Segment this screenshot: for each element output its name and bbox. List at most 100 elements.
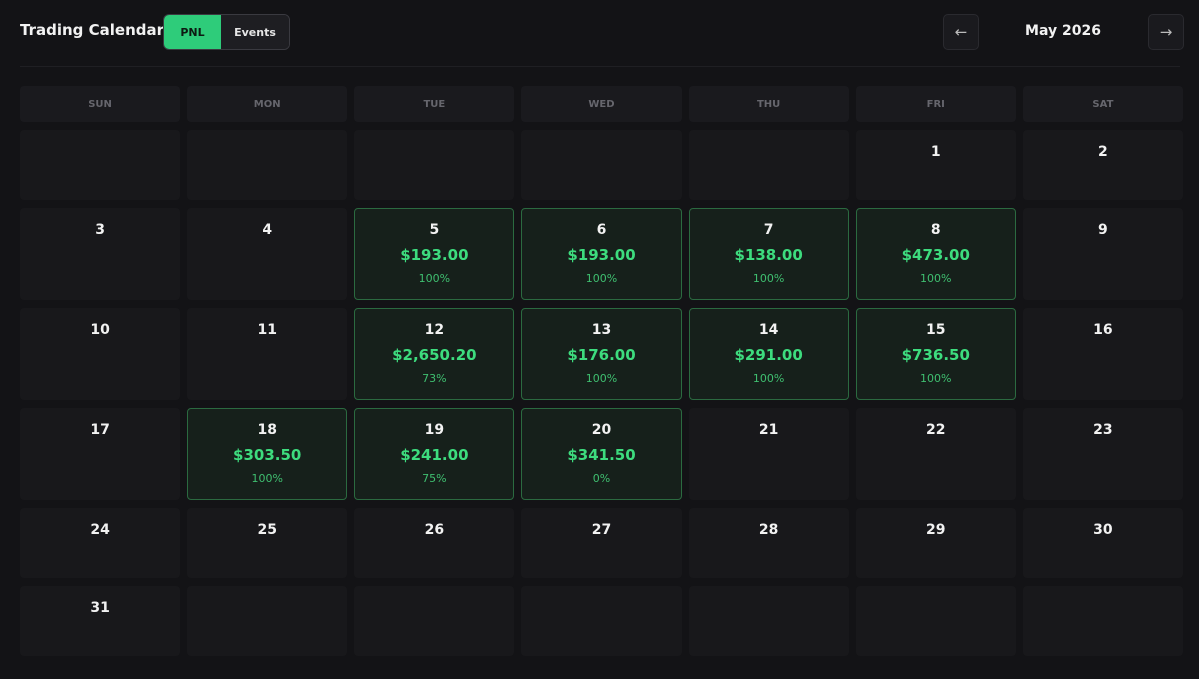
day-number: 23 bbox=[1093, 422, 1113, 438]
events-tab[interactable]: Events bbox=[221, 15, 289, 49]
day-number: 10 bbox=[90, 322, 110, 338]
day-number: 26 bbox=[424, 522, 445, 538]
day-cell[interactable]: 14 $291.00 100% bbox=[688, 308, 849, 400]
day-cell[interactable]: 18 $303.50 100% bbox=[187, 408, 348, 500]
pnl-amount: $473.00 bbox=[901, 246, 970, 264]
day-number: 2 bbox=[1098, 144, 1108, 160]
weekday-header: TUE bbox=[354, 86, 515, 122]
day-number: 9 bbox=[1098, 222, 1108, 238]
day-cell[interactable]: 5 $193.00 100% bbox=[354, 208, 515, 300]
day-number: 28 bbox=[758, 522, 779, 538]
day-number: 19 bbox=[424, 422, 445, 438]
day-number: 14 bbox=[758, 322, 779, 338]
empty-cell bbox=[1022, 586, 1183, 656]
pnl-amount: $303.50 bbox=[233, 446, 302, 464]
pnl-amount: $193.00 bbox=[400, 246, 469, 264]
day-cell[interactable]: 11 bbox=[187, 308, 348, 400]
win-rate: 100% bbox=[752, 272, 785, 285]
pnl-amount: $241.00 bbox=[400, 446, 469, 464]
day-number: 11 bbox=[257, 322, 277, 338]
day-number: 7 bbox=[763, 222, 774, 238]
empty-cell bbox=[688, 586, 849, 656]
empty-cell bbox=[20, 130, 181, 200]
weekday-header: FRI bbox=[855, 86, 1016, 122]
empty-cell bbox=[688, 130, 849, 200]
day-number: 18 bbox=[257, 422, 277, 438]
weekday-header: SAT bbox=[1022, 86, 1183, 122]
win-rate: 0% bbox=[592, 472, 611, 485]
day-number: 12 bbox=[424, 322, 445, 338]
day-number: 17 bbox=[90, 422, 110, 438]
win-rate: 75% bbox=[422, 472, 447, 485]
day-number: 30 bbox=[1093, 522, 1113, 538]
pnl-tab[interactable]: PNL bbox=[164, 15, 221, 49]
empty-cell bbox=[187, 130, 348, 200]
prev-month-button[interactable]: ← bbox=[943, 14, 979, 50]
day-number: 13 bbox=[591, 322, 612, 338]
win-rate: 100% bbox=[752, 372, 785, 385]
weekday-header: THU bbox=[688, 86, 849, 122]
day-number: 15 bbox=[926, 322, 946, 338]
day-number: 20 bbox=[591, 422, 612, 438]
day-cell[interactable]: 8 $473.00 100% bbox=[855, 208, 1016, 300]
day-cell[interactable]: 23 bbox=[1022, 408, 1183, 500]
view-tabs: PNL Events bbox=[163, 14, 290, 50]
day-cell[interactable]: 29 bbox=[855, 508, 1016, 578]
pnl-amount: $176.00 bbox=[567, 346, 636, 364]
day-cell[interactable]: 30 bbox=[1022, 508, 1183, 578]
day-cell[interactable]: 2 bbox=[1022, 130, 1183, 200]
day-cell[interactable]: 28 bbox=[688, 508, 849, 578]
day-number: 6 bbox=[596, 222, 607, 238]
day-cell[interactable]: 3 bbox=[20, 208, 181, 300]
day-cell[interactable]: 22 bbox=[855, 408, 1016, 500]
day-cell[interactable]: 27 bbox=[521, 508, 682, 578]
day-number: 4 bbox=[262, 222, 273, 238]
day-number: 31 bbox=[90, 600, 110, 616]
day-cell[interactable]: 20 $341.50 0% bbox=[521, 408, 682, 500]
empty-cell bbox=[187, 586, 348, 656]
day-cell[interactable]: 17 bbox=[20, 408, 181, 500]
day-number: 5 bbox=[429, 222, 440, 238]
pnl-amount: $2,650.20 bbox=[392, 346, 477, 364]
day-cell[interactable]: 15 $736.50 100% bbox=[855, 308, 1016, 400]
day-number: 22 bbox=[926, 422, 946, 438]
day-cell[interactable]: 1 bbox=[855, 130, 1016, 200]
day-number: 29 bbox=[926, 522, 946, 538]
day-cell[interactable]: 24 bbox=[20, 508, 181, 578]
win-rate: 100% bbox=[251, 472, 283, 485]
day-number: 16 bbox=[1093, 322, 1113, 338]
divider bbox=[20, 66, 1180, 67]
day-cell[interactable]: 12 $2,650.20 73% bbox=[354, 308, 515, 400]
pnl-amount: $341.50 bbox=[567, 446, 636, 464]
empty-cell bbox=[521, 130, 682, 200]
pnl-amount: $138.00 bbox=[734, 246, 803, 264]
day-cell[interactable]: 26 bbox=[354, 508, 515, 578]
pnl-amount: $193.00 bbox=[567, 246, 636, 264]
pnl-amount: $291.00 bbox=[734, 346, 803, 364]
calendar-grid: SUN MON TUE WED THU FRI SAT 1 2 3 4 5 $193.00 100% 6 $1… bbox=[20, 86, 1183, 656]
day-cell[interactable]: 21 bbox=[688, 408, 849, 500]
win-rate: 100% bbox=[585, 372, 618, 385]
day-cell[interactable]: 4 bbox=[187, 208, 348, 300]
title: Trading Calendar bbox=[20, 21, 165, 39]
win-rate: 100% bbox=[418, 272, 451, 285]
next-month-button[interactable]: → bbox=[1148, 14, 1184, 50]
empty-cell bbox=[354, 130, 515, 200]
day-cell[interactable]: 6 $193.00 100% bbox=[521, 208, 682, 300]
day-cell[interactable]: 31 bbox=[20, 586, 181, 656]
day-cell[interactable]: 16 bbox=[1022, 308, 1183, 400]
day-number: 1 bbox=[930, 144, 941, 160]
day-cell[interactable]: 13 $176.00 100% bbox=[521, 308, 682, 400]
day-number: 3 bbox=[95, 222, 105, 238]
day-number: 24 bbox=[90, 522, 110, 538]
day-cell[interactable]: 19 $241.00 75% bbox=[354, 408, 515, 500]
day-cell[interactable]: 9 bbox=[1022, 208, 1183, 300]
day-cell[interactable]: 25 bbox=[187, 508, 348, 578]
empty-cell bbox=[354, 586, 515, 656]
win-rate: 100% bbox=[920, 372, 952, 385]
day-cell[interactable]: 7 $138.00 100% bbox=[688, 208, 849, 300]
pnl-amount: $736.50 bbox=[901, 346, 970, 364]
day-cell[interactable]: 10 bbox=[20, 308, 181, 400]
